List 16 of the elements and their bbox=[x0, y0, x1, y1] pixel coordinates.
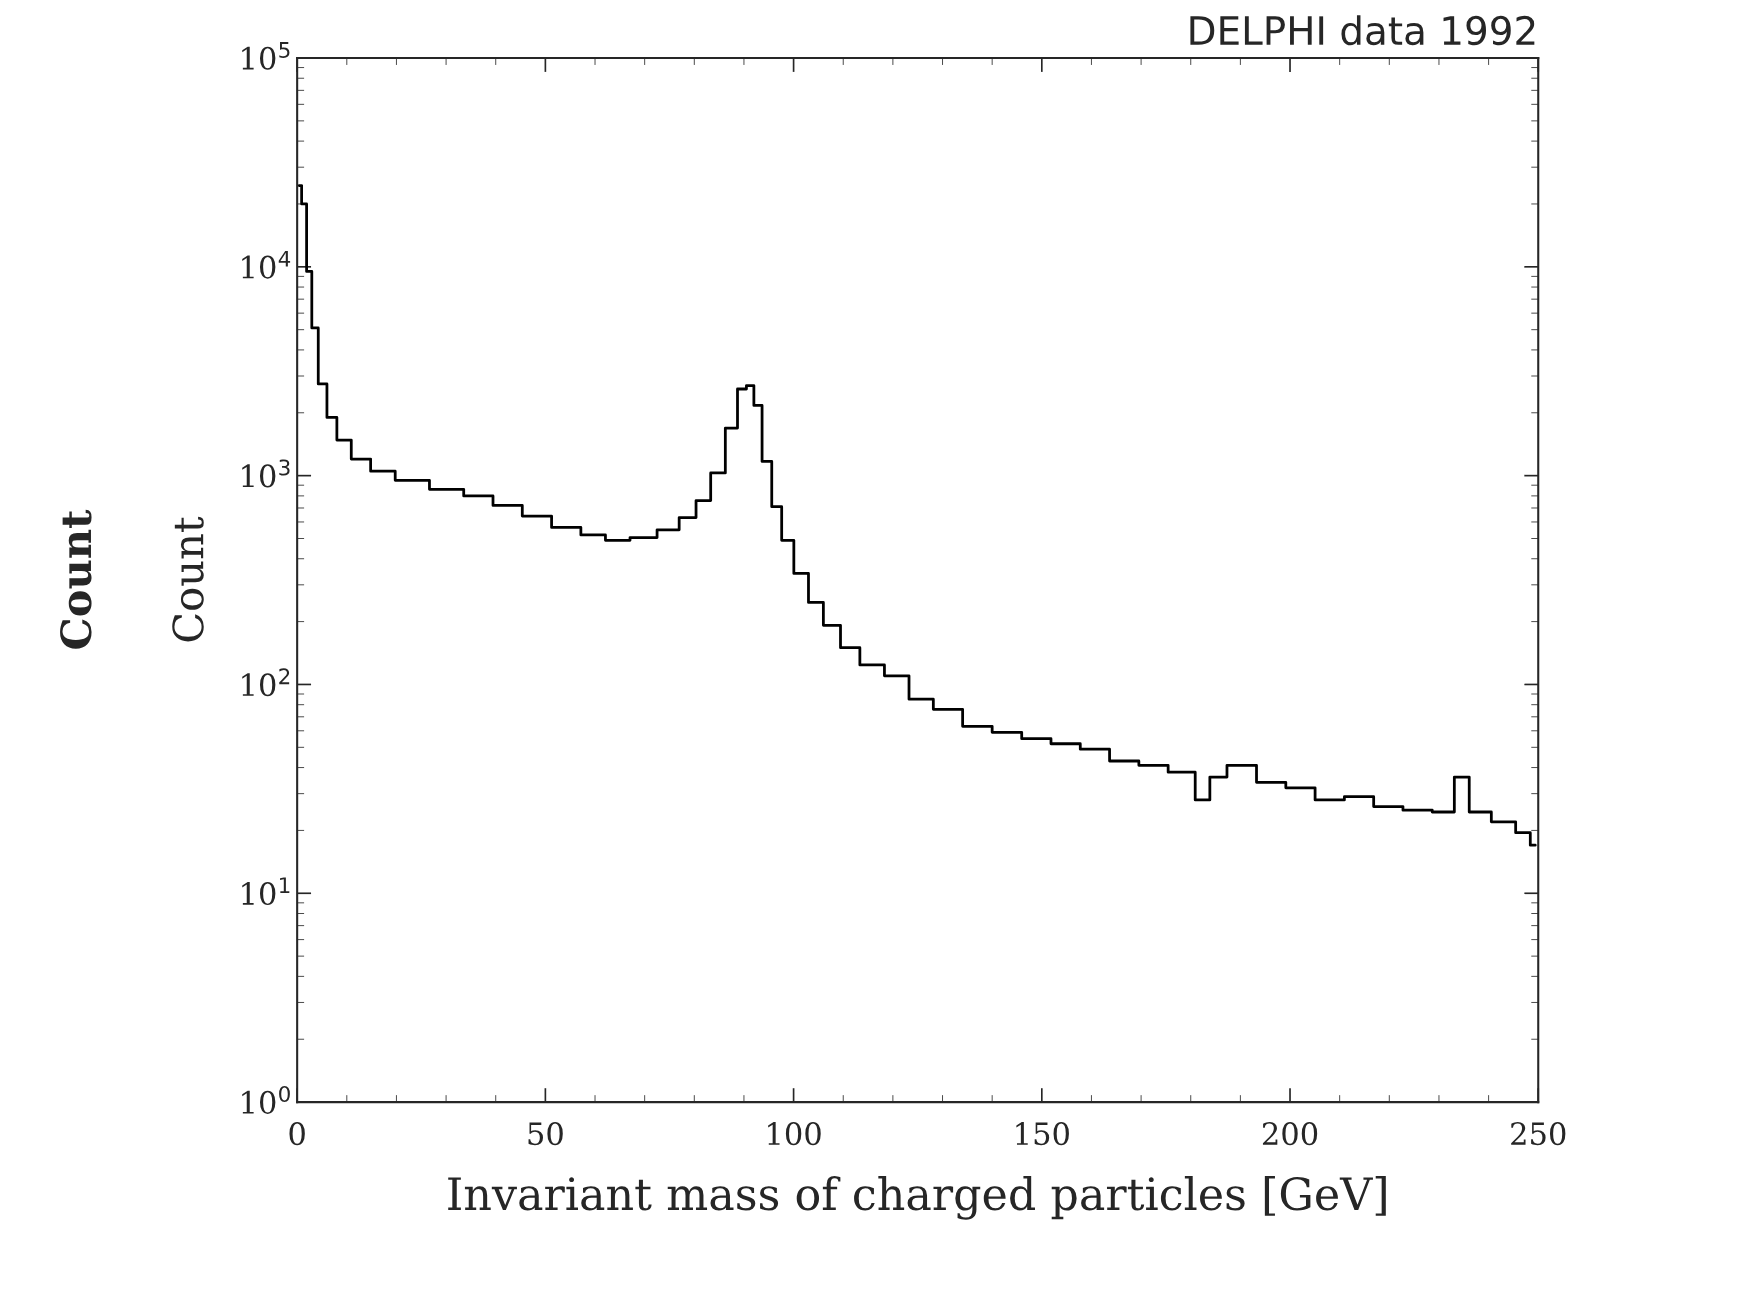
text: Count bbox=[172, 516, 204, 642]
y-tick-label: 10$^{2}$ bbox=[242, 668, 290, 697]
y-tick-label: 10$^{3}$ bbox=[242, 459, 290, 488]
x-axis-title: Invariant mass of charged particles [GeV] bbox=[448, 1176, 1386, 1220]
y-tick-label: 10$^{5}$ bbox=[242, 42, 290, 70]
x-tick-label: 250 bbox=[1511, 1122, 1566, 1146]
x-tick-label: 150 bbox=[1016, 1122, 1069, 1146]
x-tick-label: 50 bbox=[528, 1122, 563, 1146]
x-tick-label: 100 bbox=[768, 1122, 821, 1146]
y-tick-label: 10$^{0}$ bbox=[242, 1085, 290, 1114]
y-tick-label: 10$^{1}$ bbox=[242, 877, 290, 906]
y-axis-title: Count bbox=[60, 509, 92, 649]
text: DELPHI data 1992 bbox=[1190, 15, 1535, 46]
y-tick-label: 10$^{4}$ bbox=[242, 250, 291, 279]
x-tick-label: 0 bbox=[289, 1122, 305, 1146]
x-tick-label: 200 bbox=[1262, 1122, 1318, 1146]
